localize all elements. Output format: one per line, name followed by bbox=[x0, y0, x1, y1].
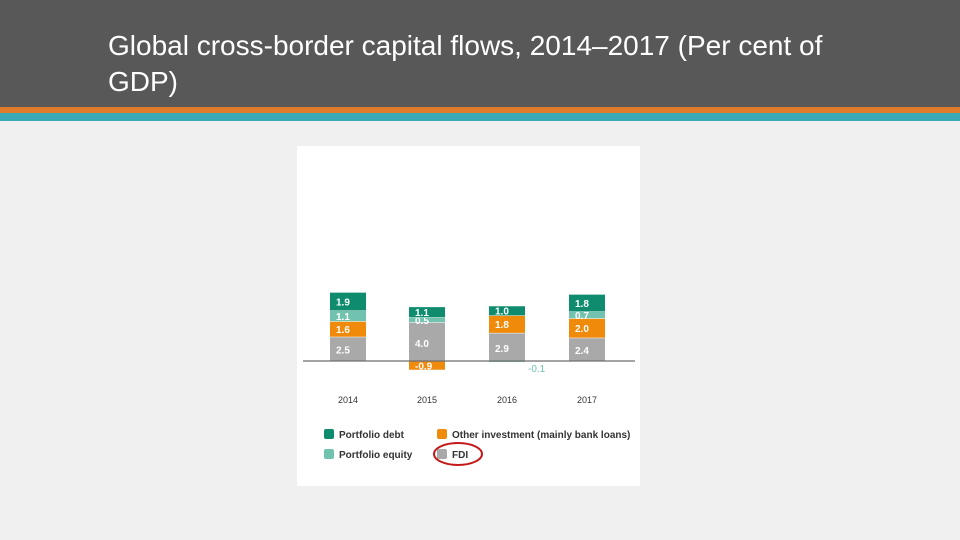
category-label-2014: 2014 bbox=[338, 395, 358, 405]
data-label-portfolio_equity-2015: 0.5 bbox=[415, 316, 429, 327]
legend-swatch-portfolio_equity bbox=[324, 449, 334, 459]
bar-fdi-2017 bbox=[569, 337, 605, 361]
bar-portfolio_debt-2014 bbox=[330, 292, 366, 311]
legend-label-portfolio_debt: Portfolio debt bbox=[339, 430, 405, 441]
legend-label-fdi: FDI bbox=[452, 450, 468, 461]
bar-portfolio_debt-2016 bbox=[489, 305, 525, 316]
bar-other_investment-2017 bbox=[569, 318, 605, 338]
data-label-portfolio_equity-2016: -0.1 bbox=[528, 364, 546, 375]
bar-fdi-2015 bbox=[409, 322, 445, 361]
data-label-portfolio_equity-2017: 0.7 bbox=[575, 311, 589, 322]
slide-title: Global cross-border capital flows, 2014–… bbox=[108, 30, 823, 97]
legend-label-other_investment: Other investment (mainly bank loans) bbox=[452, 430, 630, 441]
data-label-fdi-2016: 2.9 bbox=[495, 344, 509, 355]
legend-swatch-other_investment bbox=[437, 429, 447, 439]
bar-fdi-2014 bbox=[330, 336, 366, 361]
stacked-bar-chart: 2.51.61.11.920144.0-0.90.51.120152.91.8-… bbox=[303, 291, 635, 466]
data-label-other_investment-2015: -0.9 bbox=[415, 361, 433, 372]
category-label-2016: 2016 bbox=[497, 395, 517, 405]
data-label-fdi-2015: 4.0 bbox=[415, 339, 429, 350]
legend-highlight-circle bbox=[433, 442, 483, 466]
header-accent-teal-stripe bbox=[0, 113, 960, 121]
bar-other_investment-2014 bbox=[330, 321, 366, 337]
bar-other_investment-2016 bbox=[489, 315, 525, 333]
data-label-other_investment-2017: 2.0 bbox=[575, 324, 589, 335]
data-label-portfolio_debt-2017: 1.8 bbox=[575, 299, 589, 310]
category-label-2017: 2017 bbox=[577, 395, 597, 405]
data-label-portfolio_equity-2014: 1.1 bbox=[336, 312, 350, 323]
data-label-fdi-2014: 2.5 bbox=[336, 346, 350, 357]
bar-other_investment-2015 bbox=[409, 361, 445, 370]
data-label-other_investment-2014: 1.6 bbox=[336, 325, 350, 336]
legend-label-portfolio_equity: Portfolio equity bbox=[339, 450, 413, 461]
bar-portfolio_equity-2017 bbox=[569, 311, 605, 319]
category-label-2015: 2015 bbox=[417, 395, 437, 405]
chart-card: 2.5 1.6 1.1 1.9 2014 4.0 -0.9 0.5 1.1 2015 2.9 1.8-… bbox=[297, 146, 640, 486]
legend-swatch-portfolio_debt bbox=[324, 429, 334, 439]
bar-portfolio_equity-2014 bbox=[330, 310, 366, 322]
bar-fdi-2016 bbox=[489, 332, 525, 361]
header-accent-orange-stripe bbox=[0, 107, 960, 113]
slide-header: Global cross-border capital flows, 2014–… bbox=[0, 0, 960, 107]
legend-swatch-fdi bbox=[437, 449, 447, 459]
bar-portfolio_equity-2015 bbox=[409, 317, 445, 323]
data-label-other_investment-2016: 1.8 bbox=[495, 320, 509, 331]
bar-portfolio_debt-2015 bbox=[409, 306, 445, 318]
bar-portfolio_debt-2017 bbox=[569, 294, 605, 312]
data-label-portfolio_debt-2015: 1.1 bbox=[415, 308, 429, 319]
data-label-portfolio_debt-2014: 1.9 bbox=[336, 297, 350, 308]
data-label-fdi-2017: 2.4 bbox=[575, 346, 589, 357]
data-label-portfolio_debt-2016: 1.0 bbox=[495, 307, 509, 318]
